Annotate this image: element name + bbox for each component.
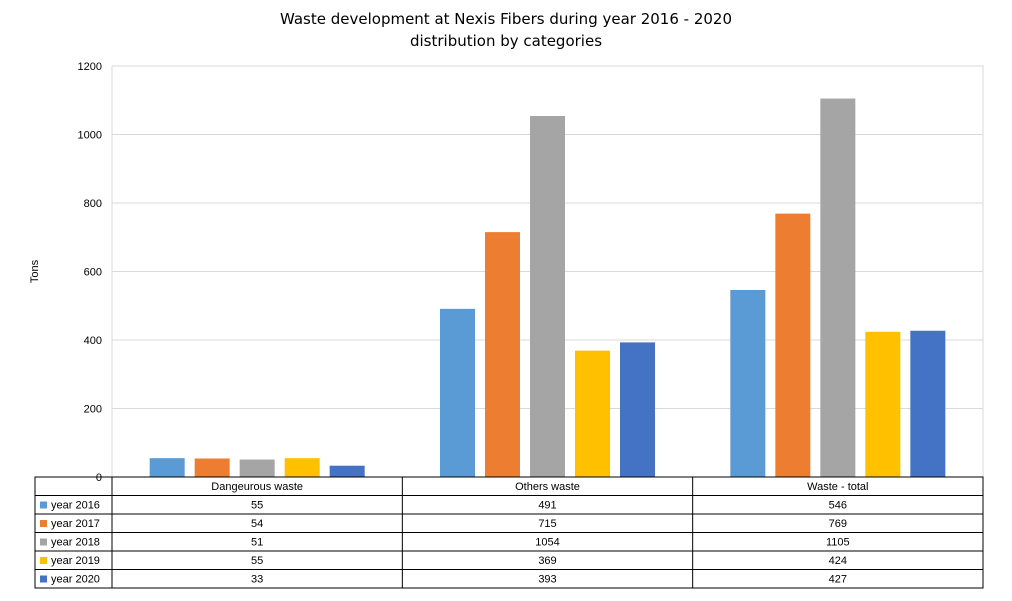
y-tick-label: 400 xyxy=(84,335,102,347)
legend-label: year 2020 xyxy=(51,574,100,586)
data-value: 1054 xyxy=(535,537,559,549)
bar xyxy=(865,331,901,477)
bar xyxy=(730,289,766,477)
bar xyxy=(910,330,946,477)
legend-label: year 2019 xyxy=(51,555,100,567)
legend-label: year 2017 xyxy=(51,518,100,530)
data-value: 33 xyxy=(251,574,263,586)
y-tick-label: 0 xyxy=(96,472,102,484)
bar xyxy=(440,308,475,477)
bar xyxy=(820,98,856,477)
data-value: 369 xyxy=(538,555,556,567)
chart-subtitle: distribution by categories xyxy=(409,32,603,50)
bar xyxy=(239,459,275,477)
data-value: 1105 xyxy=(826,537,850,549)
bar xyxy=(194,458,230,477)
data-value: 769 xyxy=(829,518,847,530)
bar xyxy=(485,232,520,477)
y-axis-label: Tons xyxy=(29,259,41,283)
category-label: Dangeurous waste xyxy=(211,481,303,493)
legend-swatch xyxy=(40,557,47,564)
y-axis-ticks: 0 200 400 600 800 1000 1200 xyxy=(78,61,102,484)
data-value: 55 xyxy=(251,500,263,512)
data-value: 715 xyxy=(538,518,556,530)
category-label: Others waste xyxy=(515,481,580,493)
bars xyxy=(149,98,946,477)
bar xyxy=(329,465,365,477)
legend-label: year 2018 xyxy=(51,537,100,549)
data-value: 55 xyxy=(251,555,263,567)
bar xyxy=(575,350,610,477)
legend-swatch xyxy=(40,575,47,583)
data-value: 51 xyxy=(251,537,263,549)
bar xyxy=(775,213,811,477)
legend-swatch xyxy=(40,520,47,527)
data-value: 546 xyxy=(829,500,847,512)
y-tick-label: 800 xyxy=(84,198,102,210)
y-tick-label: 1200 xyxy=(78,61,102,73)
category-label: Waste - total xyxy=(807,481,868,493)
data-value: 54 xyxy=(251,518,263,530)
y-tick-label: 1000 xyxy=(78,130,102,142)
data-value: 424 xyxy=(829,555,847,567)
bar xyxy=(284,458,320,477)
legend-swatch xyxy=(40,501,47,509)
y-tick-label: 600 xyxy=(84,267,102,279)
data-value: 393 xyxy=(538,574,556,586)
data-table: Dangeurous waste Others waste Waste - tota… xyxy=(34,476,984,589)
bar xyxy=(530,116,565,477)
data-value: 427 xyxy=(829,574,847,586)
bar xyxy=(620,342,655,477)
legend-label: year 2016 xyxy=(51,500,100,512)
bar xyxy=(149,458,185,477)
chart-title: Waste development at Nexis Fibers during… xyxy=(279,10,733,28)
legend-swatch xyxy=(40,538,47,546)
data-value: 491 xyxy=(538,500,556,512)
y-tick-label: 200 xyxy=(84,404,102,416)
